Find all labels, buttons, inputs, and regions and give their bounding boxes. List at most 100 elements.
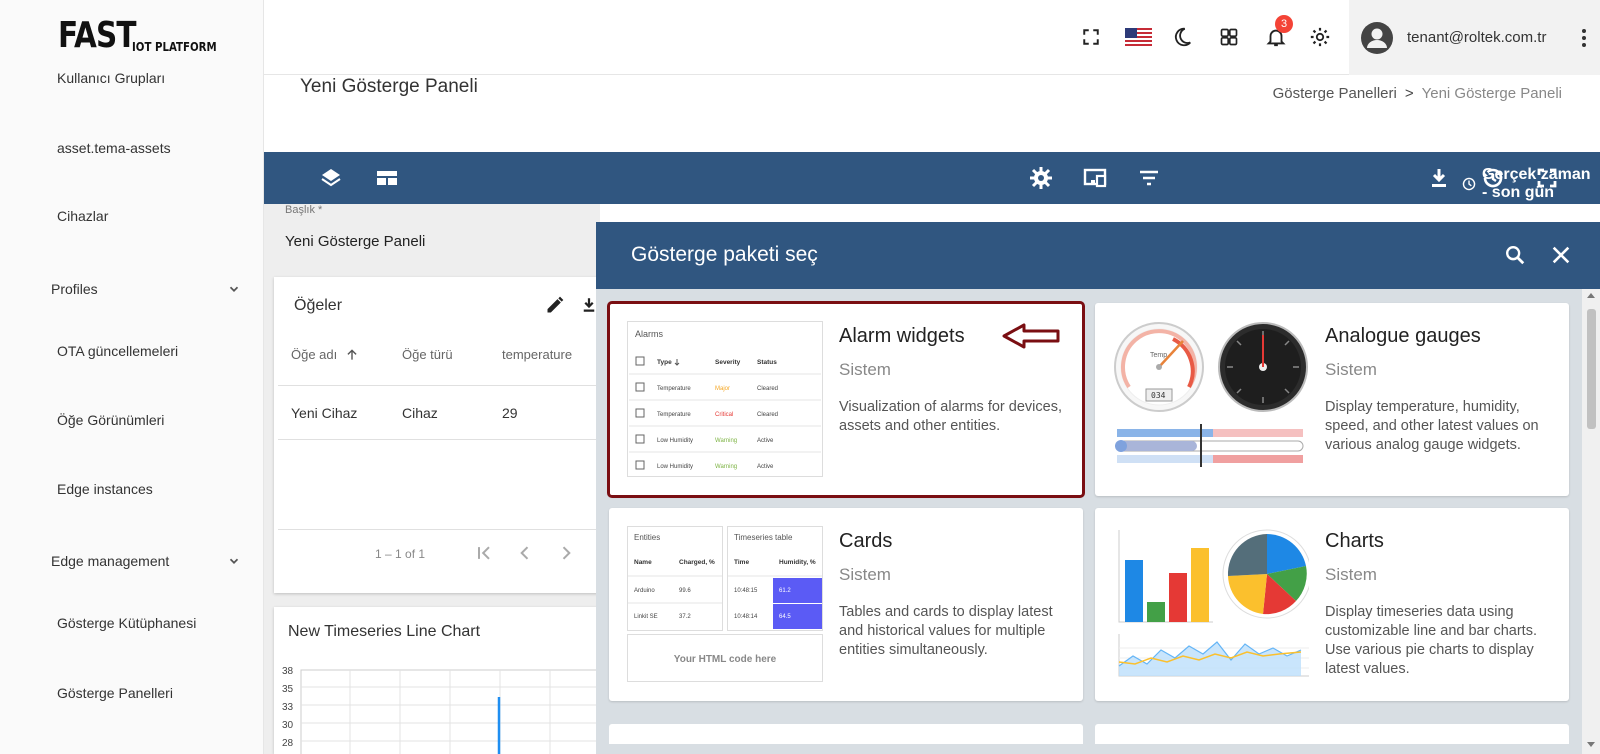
settings-icon[interactable]	[1029, 166, 1053, 190]
cards-preview: Entities Name Charged, % Arduino 99.6 Li…	[627, 526, 823, 682]
scroll-up-arrow-icon[interactable]	[1587, 293, 1595, 298]
us-flag-icon[interactable]	[1124, 25, 1152, 49]
sidebar-item-devices[interactable]: Cihazlar	[57, 208, 109, 224]
apps-grid-icon[interactable]	[1217, 25, 1241, 49]
dialog-title: Gösterge paketi seç	[631, 243, 818, 266]
bundle-card-partial[interactable]	[609, 724, 1083, 744]
user-menu[interactable]: tenant@roltek.com.tr	[1349, 0, 1600, 75]
bundle-title: Analogue gauges	[1325, 325, 1481, 347]
search-icon[interactable]	[1504, 244, 1526, 266]
sidebar-item-widget-library[interactable]: Gösterge Kütüphanesi	[57, 615, 197, 631]
edit-icon[interactable]	[545, 295, 565, 315]
cell-type: Cihaz	[402, 405, 438, 421]
fullscreen-icon[interactable]	[1535, 166, 1559, 190]
time-window-selector[interactable]: Gerçek zaman - son gün	[1462, 166, 1600, 202]
chevron-left-icon[interactable]	[515, 543, 535, 563]
sidebar-item-asset-tema-assets[interactable]: asset.tema-assets	[57, 140, 171, 156]
svg-text:Type: Type	[657, 359, 672, 366]
bundle-card-charts[interactable]: Charts Sistem Display timeseries data us…	[1095, 508, 1569, 701]
linear-gauge-bars	[1115, 424, 1304, 467]
sidebar-group-edge-management[interactable]: Edge management	[51, 553, 241, 569]
divider	[278, 385, 600, 386]
svg-text:Active: Active	[757, 438, 774, 444]
sidebar-group-label: Profiles	[51, 281, 98, 297]
bundle-title: Cards	[839, 530, 893, 552]
svg-text:64.5: 64.5	[779, 614, 791, 620]
title-field-input[interactable]: Yeni Gösterge Paneli	[285, 233, 426, 250]
bundle-card-alarm-widgets[interactable]: Alarms Type Severity Status Temperature …	[607, 301, 1085, 498]
svg-text:Charged, %: Charged, %	[679, 559, 715, 566]
time-window-label: Gerçek zaman - son gün	[1482, 166, 1591, 201]
arrow-left-annotation-icon	[1002, 323, 1060, 349]
more-vert-icon[interactable]	[1582, 28, 1586, 48]
svg-text:Temperature: Temperature	[657, 412, 691, 418]
sidebar-item-edge-instances[interactable]: Edge instances	[57, 481, 153, 497]
layout-icon[interactable]	[375, 166, 399, 190]
bundle-source: Sistem	[839, 565, 891, 584]
filter-icon[interactable]	[1137, 166, 1161, 190]
sidebar-item-asset-views[interactable]: Öğe Görünümleri	[57, 412, 165, 428]
bundle-card-cards[interactable]: Entities Name Charged, % Arduino 99.6 Li…	[609, 508, 1083, 701]
widget-title: New Timeseries Line Chart	[288, 623, 481, 640]
svg-text:Major: Major	[715, 386, 730, 392]
column-header-name[interactable]: Öğe adı	[291, 347, 359, 362]
breadcrumb: Gösterge Panelleri > Yeni Gösterge Paneli	[1273, 85, 1562, 102]
bundle-source: Sistem	[1325, 565, 1377, 584]
sidebar-item-user-groups[interactable]: Kullanıcı Grupları	[57, 70, 166, 86]
dashboard-toolbar: Gerçek zaman - son gün	[264, 152, 1600, 204]
svg-text:10:48:15: 10:48:15	[734, 588, 758, 594]
dark-mode-icon[interactable]	[1170, 25, 1194, 49]
breadcrumb-current: Yeni Gösterge Paneli	[1421, 85, 1562, 102]
devices-icon[interactable]	[1083, 166, 1109, 190]
scroll-down-arrow-icon[interactable]	[1587, 742, 1595, 747]
sidebar-item-dashboards[interactable]: Gösterge Panelleri	[57, 685, 173, 701]
gear-icon[interactable]	[1308, 25, 1332, 49]
svg-text:10:48:14: 10:48:14	[734, 614, 758, 620]
close-icon[interactable]	[1550, 244, 1572, 266]
bundle-description: Visualization of alarms for devices, ass…	[839, 399, 1062, 434]
scroll-thumb[interactable]	[1587, 309, 1596, 429]
sidebar-item-ota-updates[interactable]: OTA güncellemeleri	[57, 343, 179, 359]
widget-bundle-dialog: Gösterge paketi seç Alarms Type Severity…	[596, 222, 1600, 754]
y-tick-label: 33	[282, 702, 294, 713]
y-tick-label: 30	[282, 720, 294, 731]
svg-text:Low Humidity: Low Humidity	[657, 464, 693, 470]
breadcrumb-separator: >	[1404, 85, 1414, 102]
download-icon[interactable]	[1427, 166, 1451, 190]
sidebar-group-profiles[interactable]: Profiles	[51, 281, 241, 297]
column-header-type[interactable]: Öğe türü	[402, 347, 453, 362]
y-tick-label: 38	[282, 666, 294, 677]
svg-text:37.2: 37.2	[679, 614, 691, 620]
bundle-title: Alarm widgets	[839, 325, 965, 347]
history-icon[interactable]	[1481, 166, 1505, 190]
svg-text:Timeseries table: Timeseries table	[734, 533, 793, 542]
bundle-card-analogue-gauges[interactable]: Temp 034	[1095, 303, 1569, 496]
clock-icon	[1462, 177, 1476, 191]
chevron-down-icon[interactable]	[227, 554, 241, 568]
first-page-icon[interactable]	[474, 543, 494, 563]
analogue-gauges-preview: Temp 034	[1114, 322, 1308, 467]
svg-text:Temp: Temp	[1150, 352, 1167, 359]
chevron-right-icon[interactable]	[556, 543, 576, 563]
cell-name: Yeni Cihaz	[291, 405, 358, 421]
layers-icon[interactable]	[319, 166, 343, 190]
bundle-source: Sistem	[1325, 360, 1377, 379]
logo[interactable]: FAST IOT PLATFORM	[58, 15, 232, 56]
fullscreen-icon[interactable]	[1079, 25, 1103, 49]
bundle-card-partial[interactable]	[1095, 724, 1569, 744]
chevron-down-icon[interactable]	[227, 282, 241, 296]
svg-text:Status: Status	[757, 359, 777, 366]
title-field-label: Başlık *	[285, 204, 323, 216]
svg-text:034: 034	[1151, 391, 1166, 400]
arrow-up-icon	[347, 348, 357, 360]
breadcrumb-parent[interactable]: Gösterge Panelleri	[1272, 85, 1397, 102]
svg-text:Cleared: Cleared	[757, 386, 778, 392]
bundle-description: Display temperature, humidity, speed, an…	[1325, 399, 1539, 453]
svg-text:61.2: 61.2	[779, 588, 791, 594]
column-header-temperature[interactable]: temperature	[502, 347, 573, 362]
svg-text:Active: Active	[757, 464, 774, 470]
divider	[278, 439, 600, 440]
logo-main-text: FAST	[58, 15, 137, 56]
download-icon[interactable]	[580, 295, 598, 315]
dialog-scrollbar[interactable]	[1582, 289, 1600, 754]
